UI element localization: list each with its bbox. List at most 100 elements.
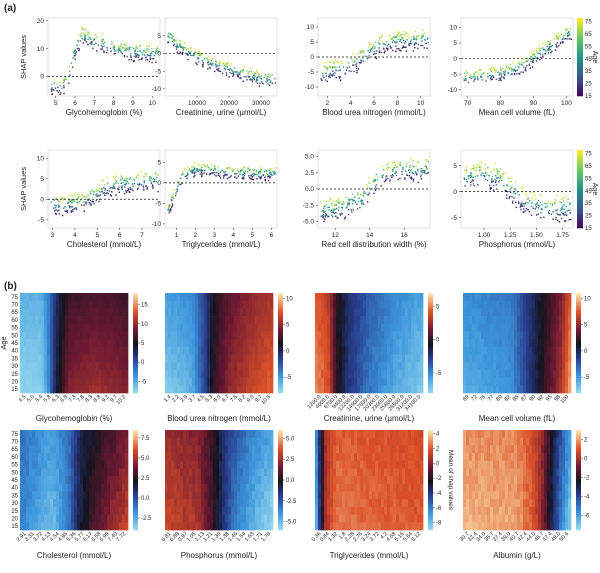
heatmap-cell <box>255 362 259 371</box>
scatter-point <box>402 168 404 170</box>
scatter-point <box>518 66 520 68</box>
heatmap-colorbar-segment <box>278 315 283 319</box>
scatter-point <box>421 37 423 39</box>
scatter-point <box>118 191 120 193</box>
heatmap-cell <box>113 346 117 355</box>
scatter-point <box>150 181 153 183</box>
heatmap-cell <box>390 339 394 348</box>
heatmap-cell <box>544 323 548 332</box>
heatmap-cell <box>387 293 391 302</box>
heatmap-cell <box>59 293 63 302</box>
scatter-point <box>67 200 70 202</box>
scatter-point <box>416 39 418 41</box>
scatter-point <box>566 32 569 35</box>
heatmap-cell <box>74 346 78 355</box>
heatmap-cell <box>59 362 63 371</box>
scatter-point <box>84 196 86 198</box>
heatmap-cell <box>201 377 205 386</box>
heatmap-cell <box>523 362 527 371</box>
heatmap-cell <box>544 308 548 317</box>
scatter-point <box>424 38 426 41</box>
heatmap-cell <box>65 385 69 394</box>
scatter-point <box>498 171 500 173</box>
scatter-point <box>148 45 150 48</box>
scatter-point <box>151 61 153 64</box>
heatmap-cell <box>80 385 84 394</box>
heatmap-cell <box>20 377 24 386</box>
heatmap-cell <box>511 308 515 317</box>
heatmap-cell <box>35 377 39 386</box>
scatter-point <box>415 42 418 44</box>
scatter-point <box>338 206 340 209</box>
heatmap-cell <box>50 385 54 394</box>
heatmap-cell <box>568 308 572 317</box>
heatmap-colorbar-segment <box>576 313 581 316</box>
heatmap-cell <box>80 331 84 340</box>
heatmap-colorbar-tick: 7.5 <box>141 436 150 442</box>
heatmap-cell <box>186 369 190 378</box>
heatmap-cell <box>119 430 123 439</box>
scatter-point <box>142 185 145 187</box>
heatmap-cell <box>68 323 72 332</box>
heatmap-cell <box>565 377 569 386</box>
heatmap-y-tick: 35 <box>11 493 18 499</box>
heatmap-cell <box>420 331 424 340</box>
heatmap-cell <box>330 323 334 332</box>
heatmap-cell <box>107 476 111 485</box>
scatter-point <box>201 175 203 178</box>
scatter-point <box>471 168 474 170</box>
heatmap-cell <box>38 385 42 394</box>
heatmap-cell <box>98 468 102 477</box>
scatter-point <box>58 205 61 208</box>
heatmap-cell <box>417 339 421 348</box>
heatmap-cell <box>333 346 337 355</box>
heatmap-cell <box>68 499 72 508</box>
scatter-point <box>343 202 346 204</box>
scatter-point <box>150 55 152 57</box>
heatmap-cell <box>68 308 72 317</box>
heatmap-cell <box>402 323 406 332</box>
heatmap-cell <box>29 453 33 462</box>
heatmap-cell <box>29 308 33 317</box>
heatmap-cell <box>246 369 250 378</box>
heatmap-cell <box>74 369 78 378</box>
scatter-point <box>221 72 224 75</box>
scatter-point <box>330 198 332 200</box>
scatter-point <box>253 78 255 81</box>
scatter-point <box>179 40 181 42</box>
scatter-point <box>136 53 139 56</box>
scatter-point <box>480 161 482 163</box>
scatter-point <box>93 39 95 42</box>
heatmap-cell <box>378 385 382 394</box>
scatter-point <box>494 178 496 181</box>
scatter-point <box>396 41 398 43</box>
scatter-point <box>125 42 127 44</box>
heatmap-cell <box>514 377 518 386</box>
scatter-point <box>125 190 127 192</box>
heatmap-cell <box>514 308 518 317</box>
heatmap-cell <box>68 514 72 523</box>
heatmap-cell <box>80 377 84 386</box>
heatmap-cell <box>553 354 557 363</box>
heatmap-cell <box>122 293 126 302</box>
heatmap-cell <box>502 385 506 394</box>
heatmap-cell <box>113 385 117 394</box>
scatter-point <box>488 174 490 177</box>
scatter-point <box>520 205 523 207</box>
heatmap-cell <box>511 362 515 371</box>
scatter-point <box>156 176 158 179</box>
scatter-point <box>389 37 392 40</box>
scatter-point <box>427 37 429 39</box>
age-colorbar-segment <box>577 160 583 164</box>
scatter-point <box>395 174 398 177</box>
heatmap-cell <box>41 453 45 462</box>
scatter-point <box>544 43 547 46</box>
scatter-point <box>215 64 217 66</box>
scatter-point <box>410 39 413 41</box>
heatmap-cell <box>101 300 105 309</box>
scatter-point <box>408 172 411 174</box>
scatter-point <box>500 77 502 79</box>
heatmap-cell <box>369 300 373 309</box>
heatmap-cell <box>26 476 30 485</box>
scatter-point <box>63 86 65 89</box>
